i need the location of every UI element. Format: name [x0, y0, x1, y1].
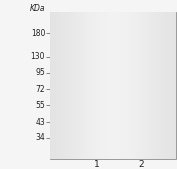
Bar [50, 12, 176, 159]
Text: 95: 95 [35, 68, 45, 77]
Text: 34: 34 [35, 133, 45, 142]
Text: 43: 43 [35, 118, 45, 127]
Text: KDa: KDa [30, 4, 45, 13]
Text: 1: 1 [94, 160, 100, 169]
FancyBboxPatch shape [128, 54, 154, 60]
Text: 130: 130 [31, 52, 45, 61]
Text: 180: 180 [31, 29, 45, 38]
Text: 2: 2 [138, 160, 144, 169]
Text: 55: 55 [35, 101, 45, 110]
Text: 72: 72 [36, 84, 45, 93]
FancyBboxPatch shape [84, 54, 110, 60]
